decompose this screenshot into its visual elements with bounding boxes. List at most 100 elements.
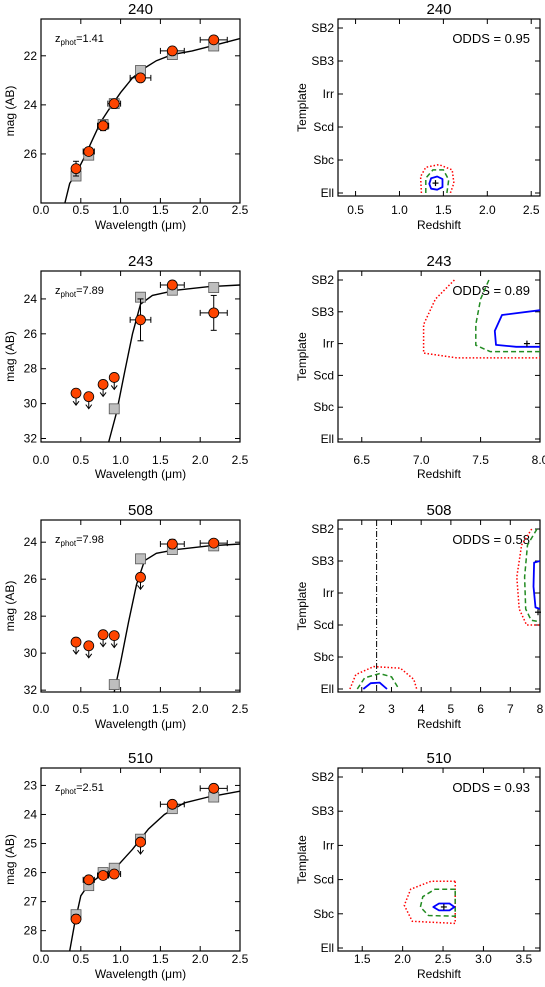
photometry-point	[83, 874, 95, 886]
panel-title: 508	[128, 502, 153, 519]
x-tick-label: 1.0	[112, 702, 129, 716]
y-axis-label: Template	[295, 835, 309, 884]
sed-panel-243: 243 0.0 0.5 1.0 1.5 2.0 2.5 Wavelength (μm) 24 26…	[3, 253, 249, 481]
x-tick-label: 1.0	[112, 952, 129, 966]
y-tick-label: SB3	[311, 54, 334, 68]
photometry-point	[135, 314, 146, 326]
photometry-point	[135, 72, 146, 84]
photometry-point	[166, 798, 178, 810]
x-tick-label: 2.0	[192, 952, 209, 966]
plot-frame	[337, 18, 541, 197]
y-tick-label: 28	[24, 924, 38, 938]
upper-limit-point	[108, 372, 120, 383]
contour-mid	[419, 888, 456, 917]
x-tick-label: 4	[418, 702, 425, 716]
photometry-point	[108, 98, 120, 110]
x-tick-label: 2.5	[232, 952, 249, 966]
upper-limit-point	[97, 629, 109, 641]
y-tick-label: Sbc	[313, 153, 334, 167]
contour-inner	[362, 681, 388, 690]
template-model-point	[108, 679, 120, 691]
upper-limit-point	[83, 640, 95, 652]
x-tick-label: 1.0	[391, 203, 408, 217]
upper-limit-point	[70, 387, 82, 399]
x-tick-label: 1.5	[354, 952, 371, 966]
y-tick-label: 28	[24, 362, 38, 376]
y-tick-label: 23	[24, 778, 38, 792]
y-tick-label: 28	[24, 609, 38, 623]
x-tick-label: 0.0	[33, 952, 50, 966]
plot-frame	[40, 270, 241, 443]
photometry-point	[70, 163, 82, 175]
x-tick-label: 2.0	[394, 952, 411, 966]
photometry-point	[166, 279, 178, 291]
x-tick-label: 0.0	[33, 203, 50, 217]
x-tick-label: 2.5	[232, 453, 249, 467]
panel-title: 240	[426, 1, 451, 18]
x-tick-label: 0.0	[33, 453, 50, 467]
x-tick-label: 0.5	[72, 952, 89, 966]
upper-limit-arrowhead	[99, 392, 107, 398]
panel-title: 508	[426, 502, 451, 519]
x-axis-label: Redshift	[417, 218, 462, 232]
x-tick-label: 7.5	[472, 453, 489, 467]
x-tick-label: 2.5	[523, 203, 540, 217]
x-tick-label: 1.5	[152, 952, 169, 966]
upper-limit-arrowhead	[110, 385, 118, 391]
x-axis-label: Wavelength (μm)	[95, 717, 186, 731]
y-tick-label: Irr	[323, 838, 334, 852]
y-tick-label: Sbc	[313, 907, 334, 921]
x-axis-label: Redshift	[417, 467, 462, 481]
plot-frame	[40, 767, 241, 952]
y-tick-label: Scd	[313, 368, 334, 382]
contour-outer	[403, 880, 456, 925]
plot-frame	[40, 18, 241, 204]
y-tick-label: Ell	[321, 682, 334, 696]
x-tick-label: 0.0	[33, 702, 50, 716]
upper-limit-point	[135, 571, 146, 583]
panel-title: 240	[128, 1, 153, 18]
x-axis-label: Wavelength (μm)	[95, 467, 186, 481]
odds-annotation: ODDS = 0.58	[452, 532, 530, 547]
contour-group	[349, 528, 540, 690]
upper-limit-point	[97, 379, 109, 390]
y-tick-label: Scd	[313, 618, 334, 632]
y-tick-label: SB2	[311, 21, 334, 35]
y-tick-label: SB2	[311, 770, 334, 784]
contour-group	[419, 163, 455, 194]
y-tick-label: Ell	[321, 941, 334, 955]
pdf-panel-243: 243 6.5 7.0 7.5 8.0 Redshift Ell Sbc Scd Irr SB3 SB…	[295, 253, 545, 481]
y-tick-label: Scd	[313, 120, 334, 134]
y-tick-label: SB3	[311, 554, 334, 568]
template-model-point	[108, 403, 120, 415]
x-tick-label: 2.0	[192, 203, 209, 217]
contour-group	[403, 880, 456, 925]
y-tick-label: Sbc	[313, 400, 334, 414]
pdf-panel-240: 240 0.5 1.0 1.5 2.0 2.5 Redshift Ell Sbc Scd Irr SB…	[295, 1, 541, 232]
x-tick-label: 6.5	[353, 453, 370, 467]
panel-title: 510	[426, 750, 451, 767]
y-tick-label: Irr	[323, 87, 334, 101]
y-axis-label: mag (AB)	[3, 834, 17, 885]
x-tick-label: 2.5	[232, 702, 249, 716]
plot-frame	[337, 270, 541, 443]
plot-frame	[337, 767, 541, 952]
odds-annotation: ODDS = 0.95	[452, 31, 530, 46]
plot-frame	[337, 519, 541, 693]
annotation-value: =2.51	[76, 782, 104, 794]
y-tick-label: 26	[24, 147, 38, 161]
y-tick-label: Scd	[313, 873, 334, 887]
photometry-point	[208, 537, 220, 549]
x-tick-label: 2.0	[192, 453, 209, 467]
upper-limit-point	[135, 836, 146, 848]
x-axis-label: Redshift	[417, 967, 462, 981]
x-tick-label: 5	[448, 702, 455, 716]
template-model-point	[208, 282, 220, 293]
y-axis-label: Template	[295, 332, 309, 381]
y-tick-label: 30	[24, 646, 38, 660]
contour-group	[422, 279, 540, 359]
upper-limit-point	[70, 636, 82, 648]
annotation-sub: phot	[61, 539, 77, 548]
contour-inner	[493, 309, 540, 348]
